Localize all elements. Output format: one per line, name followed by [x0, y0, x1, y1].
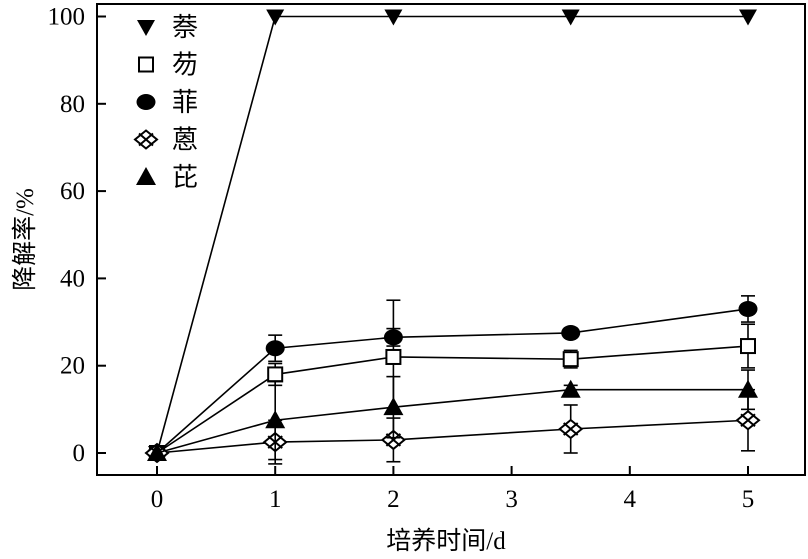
legend-label: 芴	[172, 51, 198, 80]
data-point	[385, 348, 402, 365]
legend-marker	[133, 129, 159, 150]
data-point	[265, 340, 285, 357]
legend-marker	[136, 167, 156, 185]
legend-marker	[138, 56, 154, 73]
legend-item: 蒽	[133, 126, 198, 155]
legend-item: 芘	[136, 163, 198, 192]
series-5	[147, 369, 758, 461]
legend-label: 芘	[172, 163, 198, 192]
series-1	[148, 9, 757, 462]
plot-border	[96, 3, 806, 476]
data-point	[380, 429, 406, 451]
y-tick-label: 0	[73, 440, 86, 467]
legend-label: 蒽	[172, 126, 198, 155]
data-point	[266, 9, 285, 26]
data-point	[739, 9, 757, 26]
legend-item: 芴	[138, 51, 198, 80]
data-point	[740, 338, 756, 355]
series-line	[156, 308, 749, 454]
data-point	[383, 397, 404, 416]
data-point	[738, 379, 758, 398]
data-point	[561, 9, 580, 26]
x-axis-ticks: 0 1 2 3 4 5	[151, 466, 755, 513]
y-tick-label: 60	[60, 178, 85, 205]
x-tick-label: 2	[387, 486, 400, 513]
x-tick-label: 1	[269, 486, 282, 513]
y-axis-label: 降解率/%	[11, 188, 39, 291]
data-point	[558, 418, 584, 440]
legend-item: 菲	[136, 88, 198, 117]
x-tick-label: 3	[505, 486, 518, 513]
legend-item: 萘	[137, 13, 198, 42]
data-point	[562, 351, 579, 368]
x-tick-label: 0	[151, 486, 164, 513]
y-tick-label: 100	[48, 4, 86, 31]
y-axis-ticks: 0 20 40 60 80 100	[48, 4, 106, 467]
legend-marker	[136, 94, 156, 110]
legend-label: 萘	[172, 13, 198, 42]
data-point	[735, 409, 761, 431]
x-axis-label: 培养时间/d	[386, 527, 506, 555]
data-point	[147, 443, 167, 461]
series-layer	[144, 9, 761, 465]
x-tick-label: 4	[624, 486, 637, 513]
y-tick-label: 20	[60, 353, 85, 380]
y-tick-label: 80	[60, 91, 85, 118]
plot-frame	[96, 3, 806, 476]
legend-marker	[137, 20, 155, 36]
data-point	[384, 9, 403, 26]
data-point	[738, 300, 758, 317]
data-point	[265, 410, 286, 429]
data-point	[267, 366, 284, 383]
x-tick-label: 5	[742, 486, 755, 513]
data-point	[560, 379, 581, 398]
series-line	[156, 419, 749, 454]
series-line	[156, 15, 748, 454]
series-line	[156, 388, 748, 454]
data-point	[383, 329, 403, 346]
y-tick-label: 40	[60, 265, 85, 292]
legend-label: 菲	[172, 88, 198, 117]
data-point	[561, 324, 581, 341]
